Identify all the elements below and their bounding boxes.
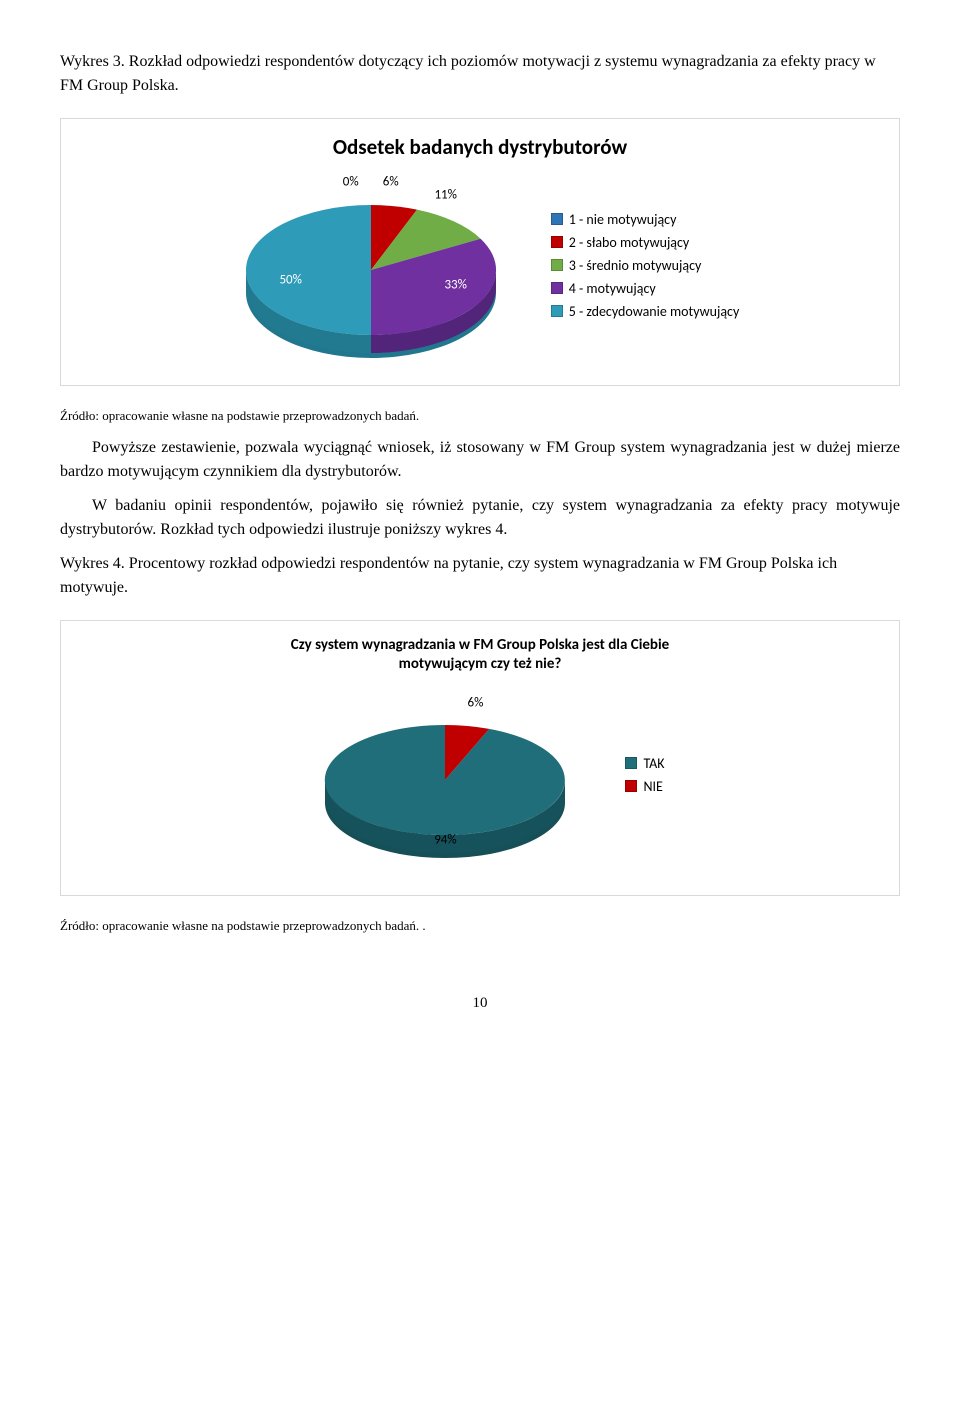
legend-swatch-icon xyxy=(551,236,563,248)
source-2: Źródło: opracowanie własne na podstawie … xyxy=(60,916,900,936)
legend-item: NIE xyxy=(625,778,664,795)
legend-label: 3 - średnio motywujący xyxy=(569,257,702,274)
legend-label: 4 - motywujący xyxy=(569,280,656,297)
page-number: 10 xyxy=(60,995,900,1012)
legend-label: TAK xyxy=(643,755,664,772)
chart-1-pie: 0% 6% 11% 33% 50% xyxy=(221,170,521,360)
chart-2-label-6: 6% xyxy=(467,695,483,710)
legend-swatch-icon xyxy=(625,757,637,769)
legend-item: 2 - słabo motywujący xyxy=(551,234,740,251)
legend-swatch-icon xyxy=(551,305,563,317)
legend-label: NIE xyxy=(643,778,662,795)
chart-2-legend: TAK NIE xyxy=(625,755,664,795)
legend-label: 2 - słabo motywujący xyxy=(569,234,690,251)
legend-swatch-icon xyxy=(551,213,563,225)
chart-2-container: Czy system wynagradzania w FM Group Pols… xyxy=(60,620,900,896)
chart-2-title: Czy system wynagradzania w FM Group Pols… xyxy=(76,636,884,675)
legend-item: 4 - motywujący xyxy=(551,280,740,297)
legend-item: TAK xyxy=(625,755,664,772)
legend-swatch-icon xyxy=(551,282,563,294)
chart-1-container: Odsetek badanych dystrybutorów xyxy=(60,118,900,386)
chart-1-legend: 1 - nie motywujący 2 - słabo motywujący … xyxy=(551,211,740,320)
legend-item: 3 - średnio motywujący xyxy=(551,257,740,274)
legend-label: 1 - nie motywujący xyxy=(569,211,677,228)
paragraph-3: W badaniu opinii respondentów, pojawiło … xyxy=(60,494,900,542)
legend-item: 1 - nie motywujący xyxy=(551,211,740,228)
legend-swatch-icon xyxy=(551,259,563,271)
caption-chart-3: Wykres 3. Rozkład odpowiedzi respondentó… xyxy=(60,50,900,98)
legend-swatch-icon xyxy=(625,780,637,792)
chart-1-label-50: 50% xyxy=(279,273,301,288)
chart-1-label-6: 6% xyxy=(383,175,399,190)
chart-2-pie: 6% 94% xyxy=(295,685,595,865)
source-1: Źródło: opracowanie własne na podstawie … xyxy=(60,406,900,426)
caption-chart-4: Wykres 4. Procentowy rozkład odpowiedzi … xyxy=(60,552,900,600)
chart-2-label-94: 94% xyxy=(434,832,456,847)
legend-label: 5 - zdecydowanie motywujący xyxy=(569,303,740,320)
chart-1-label-11: 11% xyxy=(434,188,456,203)
chart-1-label-33: 33% xyxy=(444,278,466,293)
chart-2-title-line2: motywującym czy też nie? xyxy=(399,655,562,673)
paragraph-2: Powyższe zestawienie, pozwala wyciągnąć … xyxy=(60,436,900,484)
chart-2-title-line1: Czy system wynagradzania w FM Group Pols… xyxy=(291,636,669,654)
chart-1-title: Odsetek badanych dystrybutorów xyxy=(76,134,884,160)
chart-1-label-0: 0% xyxy=(343,175,359,190)
legend-item: 5 - zdecydowanie motywujący xyxy=(551,303,740,320)
